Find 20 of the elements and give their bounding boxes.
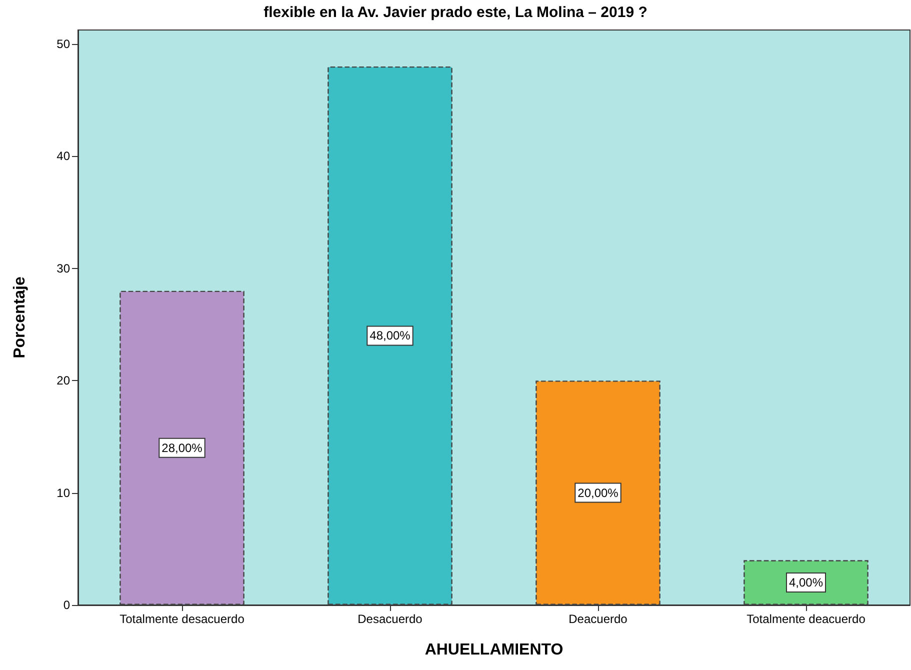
x-tick-label: Desacuerdo: [358, 612, 423, 626]
y-tick-label: 50: [56, 37, 70, 52]
bar: [328, 66, 452, 605]
y-tick-label: 0: [63, 598, 70, 612]
x-tick-label: Totalmente desacuerdo: [120, 612, 245, 626]
y-tick-label: 40: [56, 149, 70, 164]
y-axis-title: Porcentaje: [12, 276, 28, 358]
y-tick-label: 10: [56, 486, 70, 500]
bar: [536, 380, 660, 605]
bar: [120, 290, 244, 605]
x-tick-label: Deacuerdo: [568, 612, 628, 626]
y-tick-label: 20: [56, 374, 70, 388]
data-label: 48,00%: [370, 328, 411, 343]
x-tick-label: Totalmente deacuerdo: [746, 612, 866, 626]
data-label: 20,00%: [578, 486, 619, 500]
x-axis-title: AHUELLAMIENTO: [424, 642, 564, 658]
chart-title: flexible en la Av. Javier prado este, La Molina – 2019 ?: [264, 4, 648, 21]
data-label: 28,00%: [162, 440, 203, 455]
y-tick-label: 30: [56, 261, 70, 276]
data-label: 4,00%: [788, 576, 824, 590]
